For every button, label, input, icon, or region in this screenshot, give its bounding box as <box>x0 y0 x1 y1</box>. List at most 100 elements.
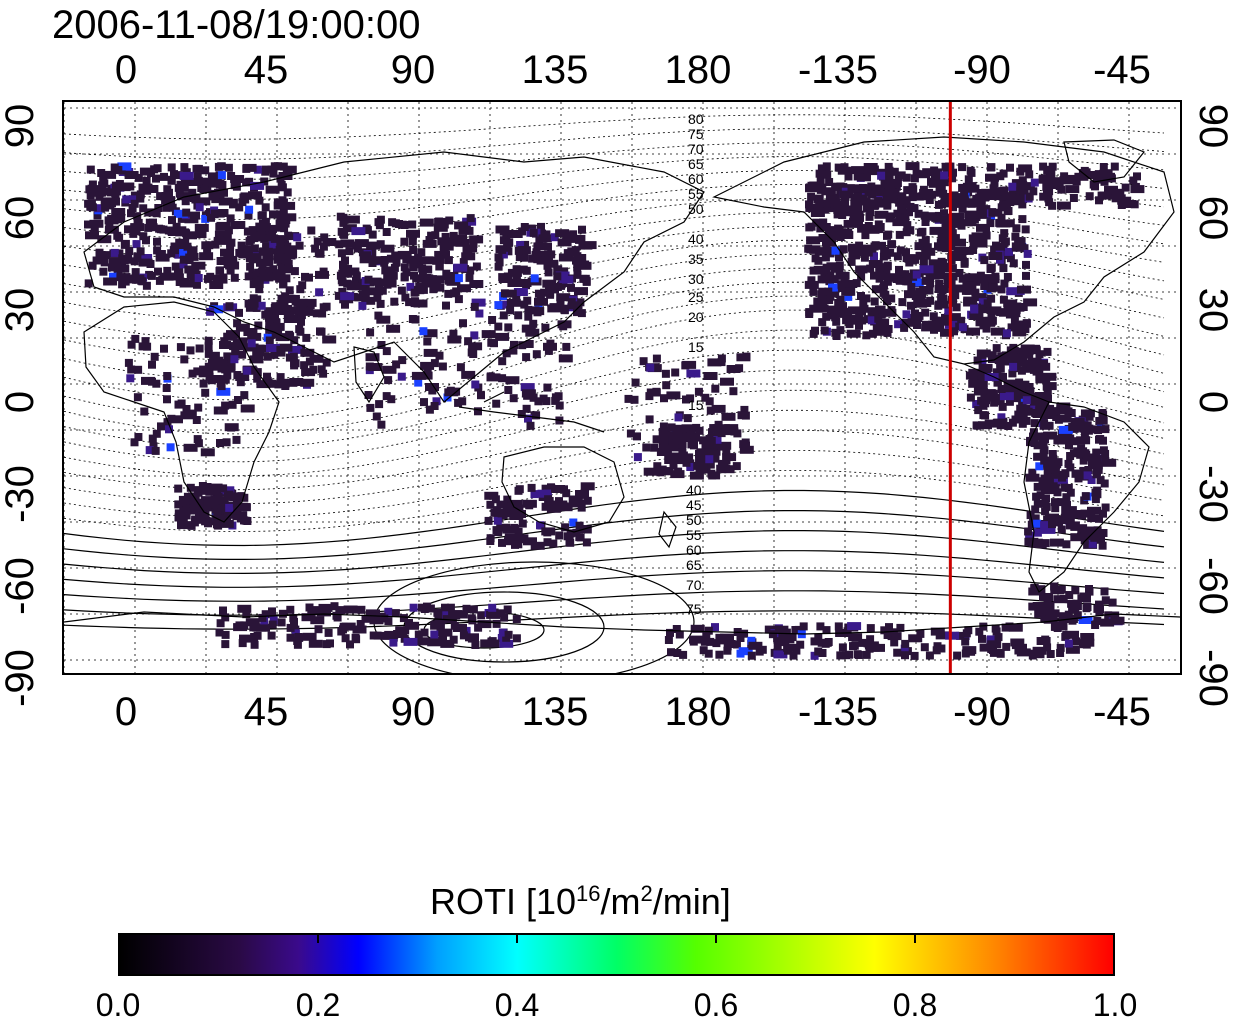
roti-cell <box>822 246 831 255</box>
roti-cell <box>1094 170 1103 179</box>
roti-cell <box>278 201 287 210</box>
roti-cell <box>1065 645 1080 654</box>
roti-cell <box>686 369 701 378</box>
roti-cell <box>160 344 168 353</box>
roti-cell <box>967 199 976 208</box>
roti-cell <box>397 286 406 295</box>
roti-cell <box>1035 373 1050 381</box>
roti-cell <box>443 393 452 402</box>
roti-cell <box>991 275 1000 284</box>
roti-cell <box>807 192 816 201</box>
roti-cell <box>1012 328 1027 337</box>
roti-cell <box>567 283 575 292</box>
roti-cell <box>343 605 358 614</box>
roti-cell <box>286 633 295 642</box>
roti-cell <box>713 435 722 444</box>
roti-cell <box>205 241 214 250</box>
roti-cell <box>425 236 434 244</box>
roti-cell <box>1100 177 1109 186</box>
roti-cell <box>563 249 572 258</box>
roti-cell <box>173 209 188 218</box>
roti-cell <box>514 527 523 536</box>
roti-cell <box>839 231 854 239</box>
left-tick-m30: -30 <box>0 465 42 523</box>
roti-cell <box>1010 388 1019 397</box>
roti-cell <box>646 363 655 372</box>
roti-cell <box>175 189 184 198</box>
roti-cell <box>484 516 493 525</box>
roti-cell <box>195 498 204 507</box>
roti-cell <box>181 197 190 206</box>
roti-cell <box>1050 586 1065 595</box>
roti-cell <box>977 396 986 405</box>
roti-cell <box>86 165 95 174</box>
roti-cell <box>1026 531 1035 540</box>
roti-cell <box>101 203 110 212</box>
roti-cell <box>700 637 709 646</box>
roti-cell <box>888 240 897 249</box>
roti-cell <box>466 266 475 275</box>
roti-cell <box>986 219 995 228</box>
roti-cell <box>881 183 896 192</box>
roti-cell <box>213 172 222 181</box>
roti-cell <box>453 263 468 272</box>
roti-cell <box>883 261 892 270</box>
roti-cell <box>223 513 232 522</box>
roti-cell <box>517 252 526 261</box>
roti-cell <box>962 281 977 290</box>
roti-cell <box>219 484 228 493</box>
roti-cell <box>666 628 674 637</box>
roti-cell <box>221 640 230 649</box>
roti-cell <box>1007 353 1022 362</box>
roti-cell <box>227 238 236 247</box>
roti-cell <box>1001 623 1010 632</box>
roti-cell <box>562 342 571 351</box>
roti-cell <box>583 496 592 505</box>
roti-cell <box>1089 180 1098 189</box>
roti-cell <box>529 393 538 402</box>
roti-cell <box>845 650 853 659</box>
mlat-contour-polar <box>373 561 695 673</box>
roti-cell <box>838 643 847 652</box>
roti-cell <box>812 218 821 227</box>
roti-cell <box>966 327 980 336</box>
roti-cell <box>237 604 252 613</box>
roti-cell <box>839 190 854 199</box>
roti-cell <box>1085 192 1094 201</box>
roti-cell <box>235 248 244 257</box>
roti-cell <box>189 194 198 202</box>
roti-cell <box>523 537 537 546</box>
roti-cell <box>979 401 988 410</box>
roti-cell <box>1055 518 1064 527</box>
roti-cell <box>273 255 282 264</box>
roti-cell <box>909 278 924 287</box>
roti-cell <box>474 623 483 632</box>
roti-cell <box>741 411 750 420</box>
roti-cell <box>180 355 189 364</box>
roti-cell <box>278 172 293 180</box>
roti-cell <box>207 376 216 385</box>
right-tick-90: 90 <box>1191 103 1235 149</box>
roti-cell <box>534 289 543 298</box>
roti-cell <box>381 266 396 275</box>
roti-cell <box>1062 493 1071 502</box>
roti-cell <box>1030 419 1039 428</box>
roti-cell <box>1091 621 1100 629</box>
roti-cell <box>305 357 314 366</box>
roti-cell <box>976 210 991 219</box>
roti-cell <box>488 316 497 324</box>
roti-cell <box>517 279 532 287</box>
roti-cell <box>91 185 106 194</box>
top-tick-0: 0 <box>114 48 138 92</box>
roti-cell <box>544 242 552 251</box>
roti-cell <box>711 384 720 393</box>
roti-cell <box>390 297 399 306</box>
roti-cell <box>216 222 225 231</box>
roti-cell <box>964 273 979 282</box>
roti-cell <box>488 603 497 612</box>
roti-cell <box>266 318 281 327</box>
roti-cell <box>414 630 423 639</box>
colorbar-tick-1: 0.2 <box>295 987 341 1023</box>
roti-cell <box>978 379 987 388</box>
roti-cell <box>124 171 139 179</box>
